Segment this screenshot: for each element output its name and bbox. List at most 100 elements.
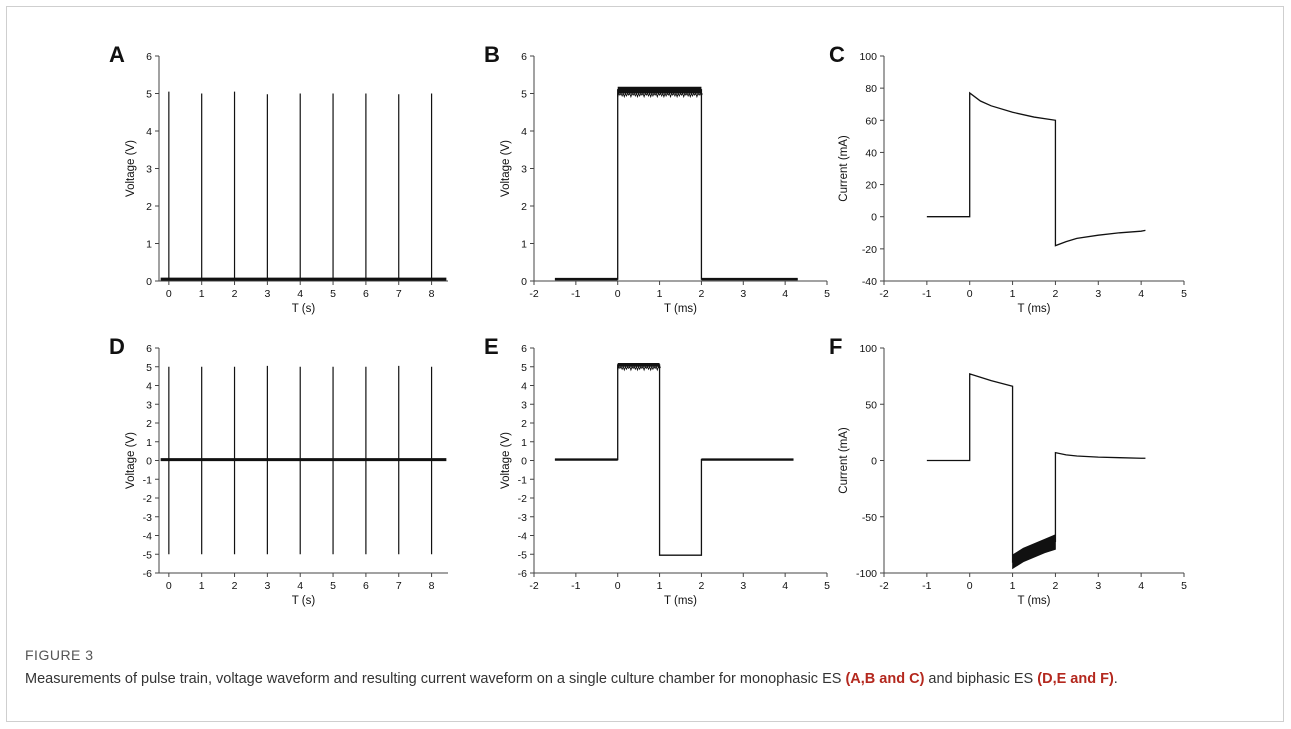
x-tick-label-b: -2 (529, 288, 538, 300)
x-tick-label-e: 5 (824, 580, 830, 592)
x-tick-label-d: 6 (363, 580, 369, 592)
x-tick-label-b: 4 (782, 288, 788, 300)
x-tick-label-b: -1 (571, 288, 580, 300)
panel-letter-c: C (829, 42, 845, 67)
chart-panel-c: C -40 -20 0 20 40 60 80 100 -2 -1 0 1 2 3 4 5 T (ms) Curre… (829, 42, 1187, 315)
x-tick-label-f: -2 (879, 580, 888, 592)
caption-ref-monophasic: (A,B and C) (845, 671, 925, 687)
y-tick-label-a: 3 (146, 164, 152, 176)
x-tick-label-c: 3 (1095, 288, 1101, 300)
y-tick-label-e: 3 (521, 399, 527, 411)
y-tick-label-b: 6 (521, 51, 527, 63)
waveform-trace-b (554, 89, 798, 280)
y-axis-label-b: Voltage (V) (500, 140, 512, 197)
x-tick-label-e: -2 (529, 580, 538, 592)
caption-text-3: . (1113, 671, 1118, 687)
y-tick-label-e: -2 (518, 493, 527, 505)
x-tick-label-e: 4 (782, 580, 788, 592)
y-tick-label-a: 4 (146, 126, 152, 138)
x-axis-label-a: T (s) (292, 303, 316, 315)
y-tick-label-d: 5 (146, 362, 152, 374)
y-tick-label-e: 0 (521, 456, 527, 468)
waveform-trace-e (554, 364, 794, 556)
x-axis-label-f: T (ms) (1017, 595, 1050, 607)
x-axis-label-c: T (ms) (1017, 303, 1050, 315)
figure-frame (6, 6, 1284, 722)
y-tick-label-a: 0 (146, 276, 152, 288)
y-tick-label-d: 1 (146, 437, 152, 449)
caption-text-1: Measurements of pulse train, voltage wav… (25, 671, 846, 687)
x-axis-label-b: T (ms) (664, 303, 697, 315)
panel-letter-b: B (484, 42, 500, 67)
y-tick-label-b: 1 (521, 239, 527, 251)
x-tick-label-e: 0 (615, 580, 621, 592)
x-tick-label-b: 2 (699, 288, 705, 300)
noise-fringe-e (617, 365, 661, 372)
noise-band-f (1012, 534, 1056, 570)
x-axis-label-d: T (s) (292, 595, 316, 607)
x-tick-label-f: -1 (922, 580, 931, 592)
y-axis-label-e: Voltage (V) (500, 432, 512, 489)
waveform-trace-f (926, 372, 1146, 563)
x-tick-label-f: 0 (967, 580, 973, 592)
x-tick-label-a: 3 (264, 288, 270, 300)
y-tick-label-f: 50 (865, 399, 877, 411)
y-tick-label-c: 0 (871, 212, 877, 224)
y-tick-label-b: 3 (521, 164, 527, 176)
y-tick-label-d: -4 (143, 531, 152, 543)
y-tick-label-b: 0 (521, 276, 527, 288)
y-tick-label-e: -3 (518, 512, 527, 524)
x-tick-label-a: 7 (396, 288, 402, 300)
y-tick-label-a: 6 (146, 51, 152, 63)
y-tick-label-c: 80 (865, 83, 877, 95)
x-tick-label-c: -2 (879, 288, 888, 300)
x-tick-label-a: 5 (330, 288, 336, 300)
x-tick-label-c: 5 (1181, 288, 1187, 300)
x-tick-label-a: 8 (429, 288, 435, 300)
caption-ref-biphasic: (D,E and F) (1037, 671, 1114, 687)
y-axis-label-f: Current (mA) (838, 427, 850, 494)
chart-panel-d: D -6 -5 -4 -3 -2 -1 0 1 2 3 4 5 6 0 1 2 3 4 5 6 7 8 T (s) Voltag… (109, 334, 448, 607)
x-tick-label-d: 5 (330, 580, 336, 592)
y-tick-label-d: 6 (146, 343, 152, 355)
figure-label: FIGURE 3 (25, 647, 94, 663)
x-tick-label-c: 2 (1053, 288, 1059, 300)
y-axis-label-a: Voltage (V) (125, 140, 137, 197)
x-tick-label-f: 4 (1138, 580, 1144, 592)
y-tick-label-b: 5 (521, 89, 527, 101)
y-tick-label-b: 4 (521, 126, 527, 138)
panel-letter-f: F (829, 334, 842, 359)
y-tick-label-a: 5 (146, 89, 152, 101)
x-tick-label-d: 1 (199, 580, 205, 592)
x-tick-label-d: 8 (429, 580, 435, 592)
y-tick-label-d: 0 (146, 456, 152, 468)
x-tick-label-e: 3 (740, 580, 746, 592)
y-tick-label-b: 2 (521, 201, 527, 213)
x-tick-label-a: 6 (363, 288, 369, 300)
x-tick-label-c: 1 (1010, 288, 1016, 300)
y-tick-label-d: 3 (146, 399, 152, 411)
x-tick-label-d: 7 (396, 580, 402, 592)
y-tick-label-c: 100 (859, 51, 877, 63)
y-tick-label-e: 1 (521, 437, 527, 449)
x-tick-label-b: 1 (657, 288, 663, 300)
x-tick-label-e: 1 (657, 580, 663, 592)
panel-letter-a: A (109, 42, 125, 67)
x-tick-label-a: 2 (232, 288, 238, 300)
y-tick-label-d: -6 (143, 568, 152, 580)
figure-panels: A 0 1 2 3 4 5 6 0 1 2 3 4 5 6 7 8 T (s) Voltage (V) B 0 1 2 3 4 5… (109, 42, 1187, 607)
y-tick-label-d: -3 (143, 512, 152, 524)
y-tick-label-d: -1 (143, 474, 152, 486)
noise-fringe-b (617, 92, 703, 99)
x-tick-label-e: 2 (699, 580, 705, 592)
noise-band-b (617, 86, 702, 94)
x-tick-label-b: 3 (740, 288, 746, 300)
y-tick-label-a: 1 (146, 239, 152, 251)
panel-letter-d: D (109, 334, 125, 359)
figure-caption: Measurements of pulse train, voltage wav… (25, 669, 1240, 689)
x-tick-label-b: 5 (824, 288, 830, 300)
y-tick-label-c: 20 (865, 180, 877, 192)
y-tick-label-f: -50 (862, 512, 877, 524)
y-axis-label-d: Voltage (V) (125, 432, 137, 489)
y-tick-label-e: 2 (521, 418, 527, 430)
